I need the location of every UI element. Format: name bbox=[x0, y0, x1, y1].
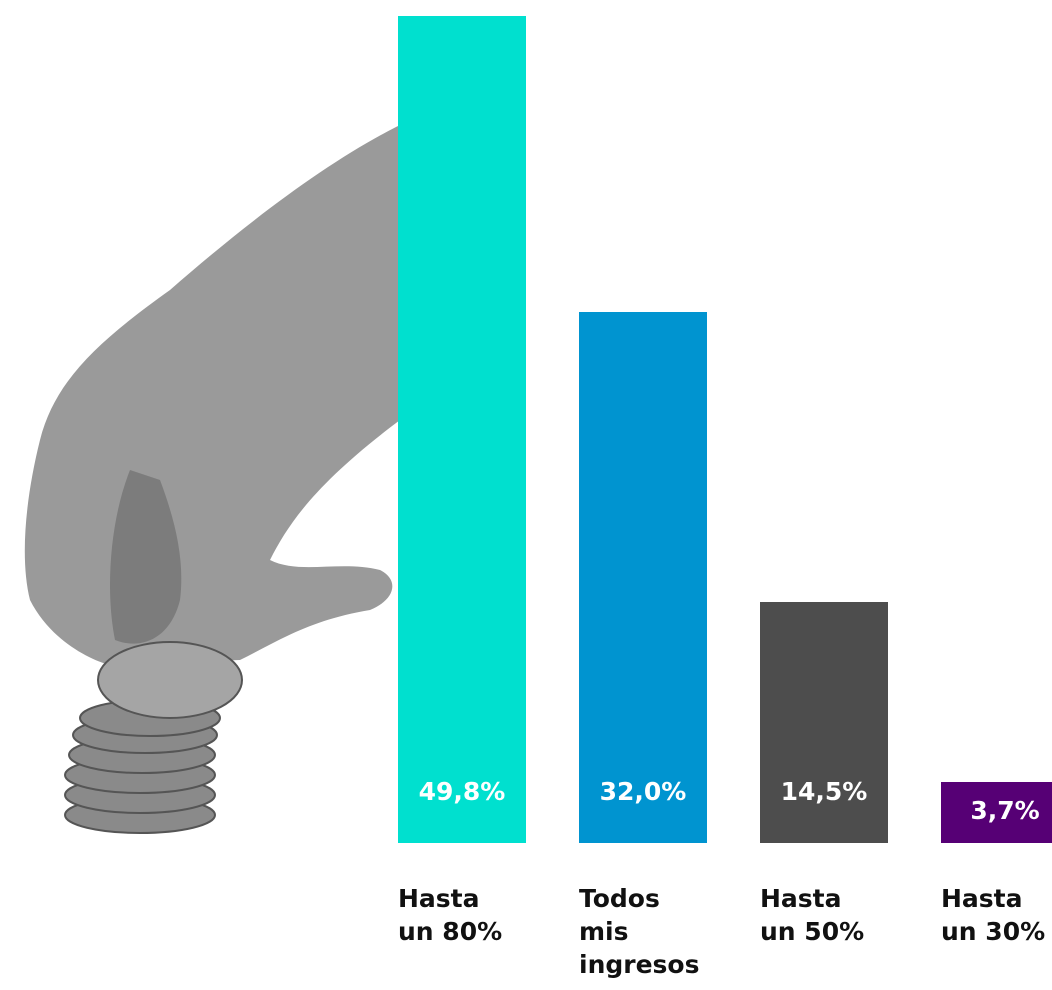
coin-stack bbox=[65, 642, 242, 833]
bar bbox=[398, 16, 526, 843]
category-label: Todos mis ingresos bbox=[579, 882, 699, 981]
bar bbox=[760, 602, 888, 843]
hand-illustration bbox=[0, 0, 400, 860]
value-label: 32,0% bbox=[579, 777, 707, 806]
page: 49,8% Hasta un 80% 32,0% Todos mis ingresos… bbox=[0, 0, 1052, 990]
value-label: 49,8% bbox=[398, 777, 526, 806]
category-label: Hasta un 80% bbox=[398, 882, 518, 948]
value-label: 14,5% bbox=[760, 777, 888, 806]
hand bbox=[25, 125, 400, 665]
bar bbox=[579, 312, 707, 843]
category-label: Hasta un 50% bbox=[760, 882, 880, 948]
category-label: Hasta un 30% bbox=[941, 882, 1052, 948]
value-label: 3,7% bbox=[941, 796, 1052, 825]
